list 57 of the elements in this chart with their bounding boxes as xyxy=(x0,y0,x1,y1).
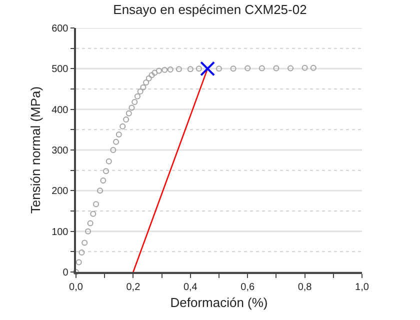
point xyxy=(152,70,158,76)
x-axis-title: Deformación (%) xyxy=(170,294,268,310)
y-tick-label: 400 xyxy=(52,104,69,116)
point xyxy=(126,110,132,116)
point xyxy=(106,158,112,164)
point xyxy=(85,228,92,234)
y-tick-label: 100 xyxy=(52,226,69,238)
x-tick-label: 0,6 xyxy=(240,282,255,293)
point xyxy=(120,123,126,130)
point xyxy=(244,65,251,72)
point xyxy=(134,93,140,100)
x-tick-label: 0,8 xyxy=(298,282,312,293)
y-tick-label: 0 xyxy=(62,268,69,278)
point xyxy=(258,65,265,72)
point xyxy=(162,66,168,73)
point xyxy=(128,104,135,111)
point xyxy=(302,64,308,71)
point xyxy=(137,88,144,94)
point xyxy=(76,259,82,266)
point xyxy=(167,66,174,72)
x-tick-label: 0,4 xyxy=(183,282,198,293)
point xyxy=(288,65,294,72)
point xyxy=(143,79,150,86)
x-tick-label: 0,2 xyxy=(126,282,141,293)
point xyxy=(216,66,222,72)
point xyxy=(100,178,106,184)
point xyxy=(97,188,104,194)
point xyxy=(196,66,202,72)
point xyxy=(87,220,94,226)
chart-title: Ensayo en espécimen CXM25-02 xyxy=(113,2,307,17)
point xyxy=(103,168,110,174)
y-axis-title: Tensión normal (MPa) xyxy=(28,86,44,214)
point xyxy=(230,66,236,72)
point xyxy=(82,240,88,246)
point xyxy=(116,132,122,138)
point xyxy=(156,68,162,74)
x-tick-label: 0,0 xyxy=(69,282,84,293)
point xyxy=(200,61,216,76)
point xyxy=(132,99,138,106)
y-tick-label: 500 xyxy=(52,64,69,76)
y-tick-label: 300 xyxy=(52,146,69,156)
x-tick-label: 1,0 xyxy=(355,282,370,293)
point xyxy=(148,72,155,78)
point xyxy=(176,66,182,72)
point xyxy=(273,65,280,72)
point xyxy=(123,116,130,122)
point xyxy=(310,64,316,71)
point xyxy=(113,138,120,145)
y-tick-label: 200 xyxy=(52,186,69,198)
y-tick-label: 600 xyxy=(52,24,69,34)
point xyxy=(93,201,100,208)
point xyxy=(90,210,96,217)
point xyxy=(78,249,85,256)
point xyxy=(146,75,152,82)
point xyxy=(140,84,146,90)
point xyxy=(187,66,194,72)
point xyxy=(110,147,116,153)
